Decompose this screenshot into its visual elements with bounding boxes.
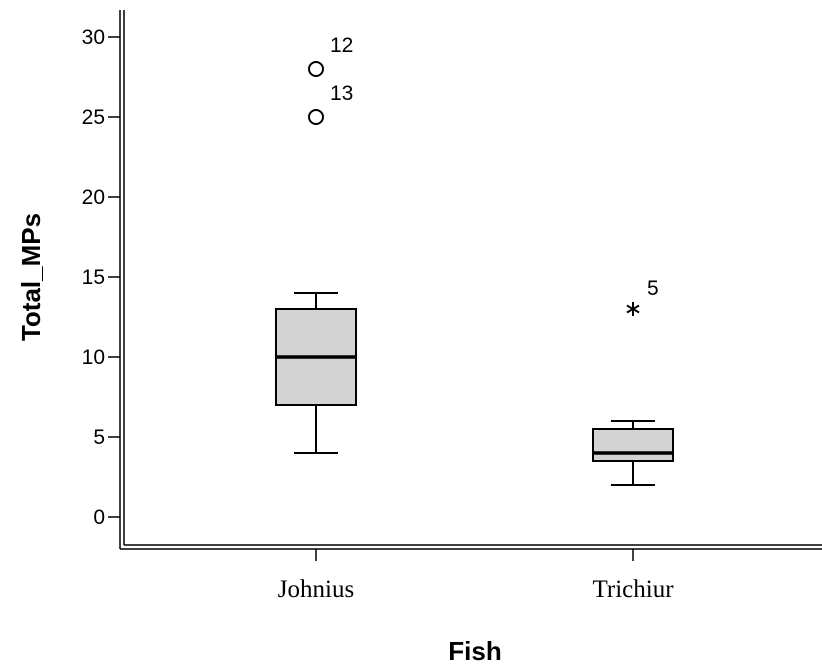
box-group-trichiur: 5 bbox=[592, 277, 674, 486]
y-tick-label: 5 bbox=[93, 426, 105, 449]
x-tick-label: Johnius bbox=[278, 576, 354, 603]
plot-frame bbox=[119, 10, 822, 550]
y-axis-title: Total_MPs bbox=[16, 213, 46, 341]
outlier-label: 13 bbox=[330, 82, 353, 105]
x-tick-label: Trichiur bbox=[592, 576, 674, 603]
y-tick-label: 15 bbox=[82, 266, 105, 289]
y-tick-label: 0 bbox=[93, 506, 105, 529]
outlier-label: 5 bbox=[647, 277, 659, 300]
outlier-marker bbox=[308, 109, 324, 125]
y-tick-label: 30 bbox=[82, 26, 105, 49]
y-tick-label: 20 bbox=[82, 186, 105, 209]
outlier-label: 12 bbox=[330, 34, 353, 57]
y-axis: 0 5 10 15 20 25 30 bbox=[82, 26, 120, 529]
y-tick-label: 25 bbox=[82, 106, 105, 129]
box-group-johnius: 12 13 bbox=[275, 34, 357, 454]
outlier-marker bbox=[308, 61, 324, 77]
y-tick-label: 10 bbox=[82, 346, 105, 369]
x-axis-title: Fish bbox=[448, 636, 501, 666]
x-axis: Johnius Trichiur bbox=[278, 549, 674, 603]
box-iqr bbox=[592, 428, 674, 462]
box-groups: 12 13 5 bbox=[275, 34, 674, 486]
extreme-marker bbox=[626, 302, 640, 316]
star-stroke bbox=[626, 304, 640, 314]
